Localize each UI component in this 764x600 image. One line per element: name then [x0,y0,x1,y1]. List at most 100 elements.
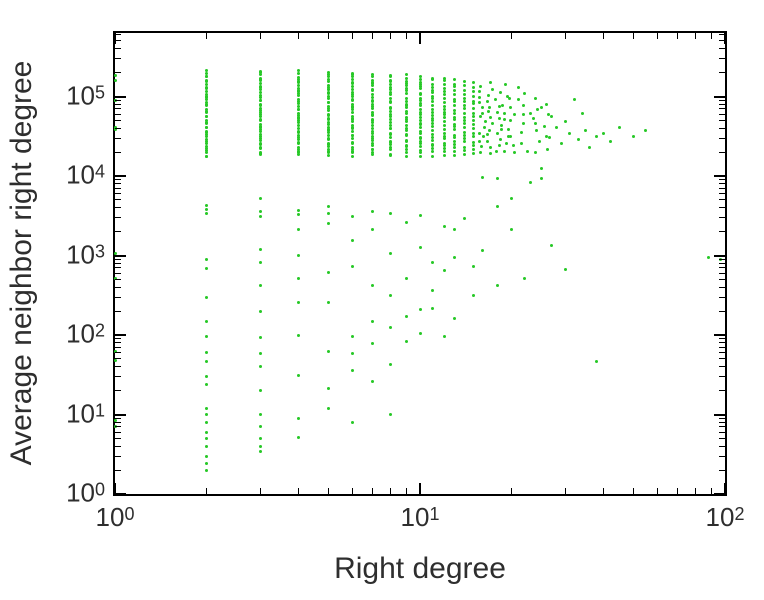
data-point [442,76,446,80]
tick-mark [260,33,262,39]
data-point [350,123,354,127]
data-point [350,98,354,102]
data-point [259,135,263,139]
data-point [259,365,263,369]
data-point [520,141,524,145]
data-point [550,115,554,119]
tick-mark [115,338,121,340]
data-point [418,97,422,101]
data-point [489,151,493,155]
data-point [463,99,467,103]
data-point [297,83,301,87]
data-point [418,99,422,103]
tick-mark [719,127,725,129]
tick-mark [656,33,658,39]
data-point [326,133,330,137]
data-point [205,68,209,72]
data-point [205,110,209,114]
tick-mark [719,193,725,195]
tick-mark [115,137,121,139]
data-point [404,129,408,133]
x-axis-label: Right degree [334,552,506,585]
data-point [326,87,330,91]
data-point [404,155,408,159]
tick-mark [632,33,634,39]
tick-mark [115,108,121,110]
tick-mark [719,296,725,298]
data-point [495,131,499,135]
data-point [542,125,546,129]
data-point [297,102,301,106]
data-point [350,150,354,154]
data-point [521,112,525,116]
tick-mark [260,488,262,494]
data-point [297,435,301,439]
data-point [205,207,209,211]
data-point [472,147,476,151]
data-point [205,103,209,107]
tick-mark [115,262,121,264]
data-point [205,359,209,363]
data-point [259,115,263,118]
data-point [205,89,209,93]
data-point [453,82,457,86]
data-point [506,127,510,131]
data-point [472,265,476,269]
data-point [510,228,514,232]
data-point [326,141,330,145]
data-point [259,69,263,73]
data-point [205,74,209,78]
data-point [472,294,476,298]
data-point [113,276,117,280]
data-point [442,90,446,94]
tick-mark [115,119,121,121]
data-point [442,104,446,108]
tick-mark [565,488,567,494]
data-point [388,85,392,89]
data-point [463,153,467,157]
tick-mark [719,151,725,153]
data-point [472,131,476,135]
data-point [205,267,209,271]
tick-mark [714,493,725,495]
data-point [442,119,446,123]
data-point [480,249,484,253]
data-point [545,102,549,106]
data-point [388,294,392,298]
data-point [404,144,408,148]
data-point [453,77,457,81]
data-point [259,436,263,440]
data-point [442,79,446,83]
data-point [463,130,467,134]
data-point [453,255,457,259]
data-point [483,120,487,124]
data-point [326,101,330,105]
data-point [495,111,499,115]
data-point [442,136,446,140]
data-point [371,141,375,145]
tick-mark [719,199,725,201]
data-point [371,131,375,135]
data-point [431,86,435,90]
data-point [472,106,476,110]
tick-mark [719,231,725,233]
data-point [259,118,263,122]
tick-mark [206,33,208,39]
data-point [350,147,354,151]
data-point [535,108,539,112]
data-point [388,211,392,215]
data-point [545,135,549,139]
data-point [463,80,467,84]
data-point [442,83,446,87]
data-point [404,123,408,127]
data-point [259,112,263,116]
data-point [431,91,435,95]
data-point [516,85,520,89]
data-point [463,122,467,126]
data-point [371,153,375,157]
data-point [418,112,422,116]
data-point [453,85,457,89]
data-point [259,126,263,130]
tick-mark [719,108,725,110]
data-point [503,83,507,87]
